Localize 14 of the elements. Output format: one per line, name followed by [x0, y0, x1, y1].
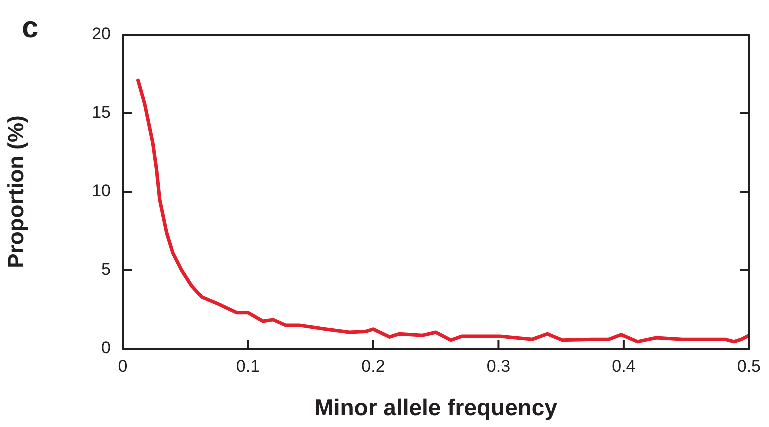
y-axis-title: Proportion (%)	[3, 116, 28, 268]
x-tick-label: 0.4	[612, 356, 636, 376]
y-tick-label: 10	[92, 182, 111, 201]
x-tick-label: 0.2	[362, 356, 386, 376]
x-tick-label: 0.1	[236, 356, 260, 376]
x-tick-label: 0.5	[737, 356, 762, 376]
y-tick-label: 0	[102, 338, 111, 358]
x-axis-title: Minor allele frequency	[314, 394, 558, 421]
y-tick-label: 5	[102, 260, 111, 280]
text: c	[22, 11, 39, 44]
y-tick-label: 15	[92, 103, 111, 122]
y-tick-label: 20	[92, 24, 111, 44]
x-tick-label: 0	[118, 356, 128, 376]
x-tick-label: 0.3	[486, 356, 511, 376]
